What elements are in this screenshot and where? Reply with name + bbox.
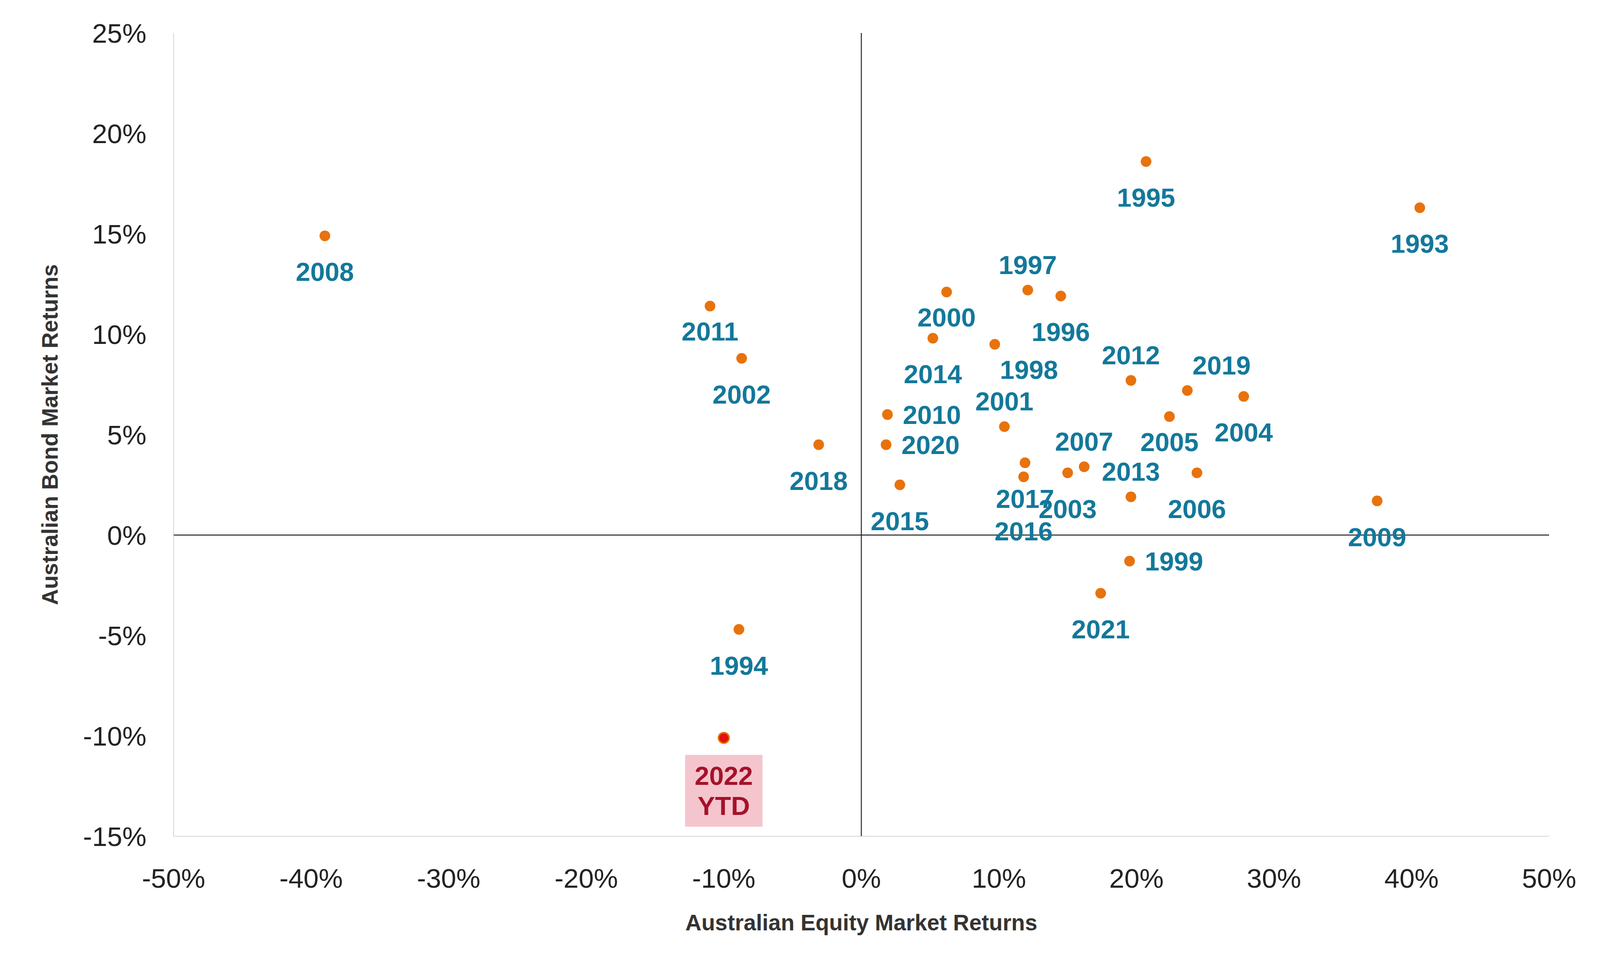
svg-text:2015: 2015 (870, 506, 929, 536)
svg-text:15%: 15% (92, 218, 147, 250)
svg-text:50%: 50% (1521, 862, 1577, 894)
svg-text:10%: 10% (92, 319, 147, 350)
svg-text:2022YTD: 2022YTD (694, 760, 753, 820)
svg-text:1998: 1998 (999, 354, 1058, 384)
svg-text:1994: 1994 (709, 650, 768, 680)
svg-text:-10%: -10% (691, 862, 756, 894)
svg-text:2014: 2014 (903, 359, 962, 389)
svg-text:-50%: -50% (142, 862, 206, 894)
svg-text:30%: 30% (1247, 862, 1302, 894)
svg-text:1993: 1993 (1390, 228, 1449, 258)
svg-text:2011: 2011 (681, 316, 739, 346)
svg-text:2016: 2016 (994, 516, 1053, 546)
svg-text:2018: 2018 (789, 465, 848, 496)
svg-text:2001: 2001 (975, 386, 1034, 416)
svg-text:2009: 2009 (1347, 522, 1407, 552)
svg-text:5%: 5% (107, 419, 147, 450)
svg-text:2007: 2007 (1055, 426, 1114, 456)
svg-text:-20%: -20% (554, 862, 619, 894)
svg-text:2003: 2003 (1038, 494, 1097, 524)
svg-text:2008: 2008 (295, 256, 354, 287)
svg-text:2020: 2020 (901, 430, 960, 460)
svg-text:20%: 20% (92, 118, 147, 149)
svg-text:2000: 2000 (917, 302, 976, 332)
svg-text:0%: 0% (107, 519, 147, 551)
svg-text:40%: 40% (1384, 862, 1439, 894)
svg-text:Australian Equity Market Retur: Australian Equity Market Returns (685, 909, 1038, 935)
svg-text:2017: 2017 (995, 483, 1055, 513)
svg-text:2010: 2010 (902, 400, 961, 430)
svg-text:20%: 20% (1109, 862, 1164, 894)
svg-text:2004: 2004 (1214, 417, 1273, 447)
svg-text:-30%: -30% (416, 862, 481, 894)
svg-text:2002: 2002 (712, 379, 771, 409)
svg-text:25%: 25% (92, 17, 147, 49)
svg-text:1996: 1996 (1031, 317, 1090, 347)
svg-text:2006: 2006 (1168, 494, 1227, 524)
svg-text:1999: 1999 (1144, 546, 1203, 576)
svg-text:2013: 2013 (1101, 456, 1160, 486)
svg-text:-40%: -40% (279, 862, 343, 894)
svg-text:-5%: -5% (97, 620, 147, 651)
svg-text:2012: 2012 (1101, 340, 1160, 370)
svg-text:10%: 10% (971, 862, 1026, 894)
svg-text:2019: 2019 (1192, 350, 1251, 380)
svg-text:1995: 1995 (1117, 182, 1176, 212)
svg-text:-10%: -10% (82, 720, 147, 752)
svg-text:2021: 2021 (1071, 614, 1130, 644)
svg-text:2005: 2005 (1140, 427, 1199, 457)
svg-text:0%: 0% (841, 862, 881, 894)
svg-text:Australian Bond Market Returns: Australian Bond Market Returns (37, 264, 63, 606)
svg-text:-15%: -15% (82, 820, 147, 852)
svg-text:1997: 1997 (998, 250, 1057, 280)
